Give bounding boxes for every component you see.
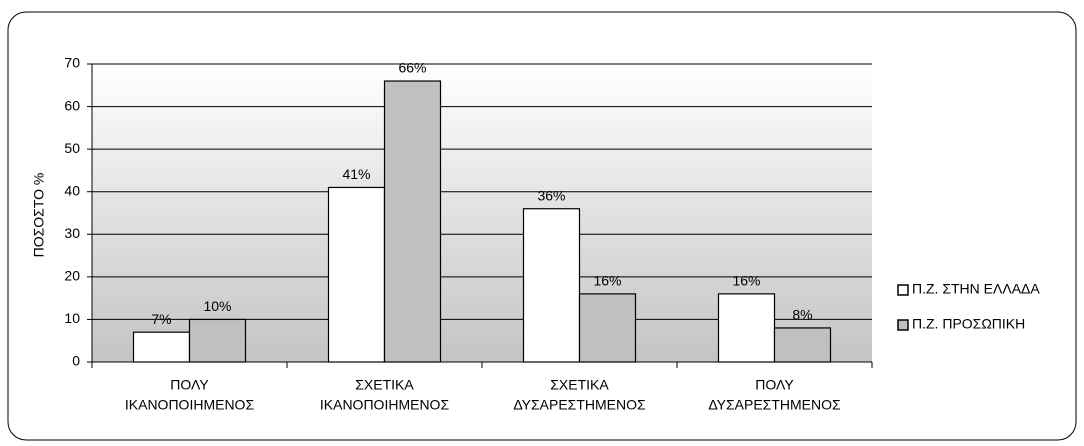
legend-label: Π.Ζ. ΣΤΗΝ ΕΛΛΑΔΑ xyxy=(912,281,1040,297)
value-label: 7% xyxy=(151,311,171,327)
value-label: 41% xyxy=(342,166,370,182)
bar xyxy=(383,80,442,363)
value-label: 16% xyxy=(593,273,621,289)
x-tick-label: ΣΧΕΤΙΚΑ xyxy=(550,377,609,393)
y-tick-label: 60 xyxy=(64,97,80,113)
bar xyxy=(522,208,581,363)
x-tick-label: ΙΚΑΝΟΠΟΙΗΜΕΝΟΣ xyxy=(320,397,450,413)
legend-swatch xyxy=(897,284,909,296)
value-label: 8% xyxy=(792,307,812,323)
legend-label: Π.Ζ. ΠΡΟΣΩΠΙΚΗ xyxy=(912,316,1025,332)
y-tick-label: 40 xyxy=(64,182,80,198)
value-label: 66% xyxy=(398,60,426,76)
bar xyxy=(578,293,637,363)
x-tick-label: ΔΥΣΑΡΕΣΤΗΜΕΝΟΣ xyxy=(513,397,646,413)
bar xyxy=(717,293,776,363)
bar xyxy=(327,186,386,363)
y-tick-label: 20 xyxy=(64,268,80,284)
value-label: 36% xyxy=(537,187,565,203)
legend-swatch xyxy=(897,319,909,331)
y-tick-label: 70 xyxy=(64,55,80,71)
x-tick-label: ΙΚΑΝΟΠΟΙΗΜΕΝΟΣ xyxy=(125,397,255,413)
y-tick-label: 10 xyxy=(64,310,80,326)
x-tick-label: ΣΧΕΤΙΚΑ xyxy=(355,377,414,393)
y-axis-label: ΠΟΣΟΣΤΟ % xyxy=(31,173,47,258)
value-label: 10% xyxy=(203,298,231,314)
x-tick-label: ΠΟΛΥ xyxy=(755,377,794,393)
y-tick-label: 50 xyxy=(64,140,80,156)
y-tick-label: 0 xyxy=(72,353,80,369)
value-label: 16% xyxy=(732,273,760,289)
x-tick-label: ΔΥΣΑΡΕΣΤΗΜΕΝΟΣ xyxy=(708,397,841,413)
bar xyxy=(773,327,832,363)
x-tick-label: ΠΟΛΥ xyxy=(170,377,209,393)
y-tick-label: 30 xyxy=(64,225,80,241)
bar xyxy=(188,318,247,363)
bar xyxy=(132,331,191,363)
